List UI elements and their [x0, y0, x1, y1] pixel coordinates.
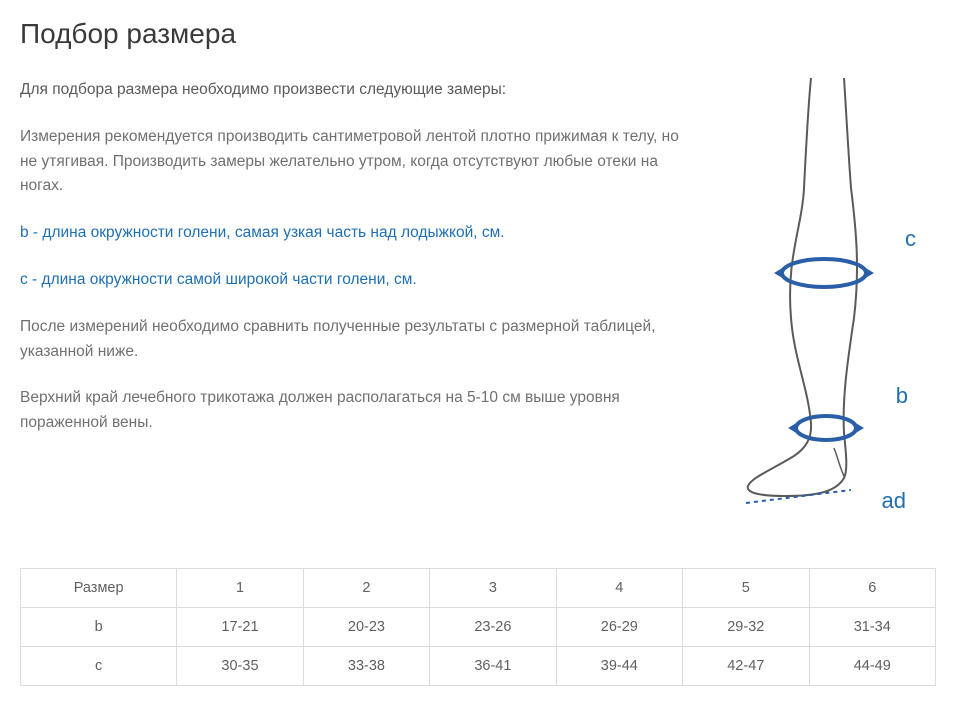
c-arrow-left: [774, 267, 784, 279]
diagram-ad-label: ad: [882, 488, 906, 514]
table-header: 2: [303, 569, 429, 608]
intro-text: Для подбора размера необходимо произвест…: [20, 78, 686, 103]
page-title: Подбор размера: [20, 18, 936, 50]
table-header: 5: [683, 569, 809, 608]
c-ellipse: [782, 259, 866, 287]
table-row: c 30-35 33-38 36-41 39-44 42-47 44-49: [21, 647, 936, 686]
c-label: c: [20, 271, 28, 288]
table-header: Размер: [21, 569, 177, 608]
leg-svg: [716, 78, 926, 508]
table-cell: 17-21: [177, 608, 303, 647]
table-cell: 23-26: [430, 608, 556, 647]
text-column: Для подбора размера необходимо произвест…: [20, 78, 686, 508]
table-header: 3: [430, 569, 556, 608]
diagram-b-label: b: [896, 383, 908, 409]
table-cell: 36-41: [430, 647, 556, 686]
table-cell: 20-23: [303, 608, 429, 647]
table-cell: 30-35: [177, 647, 303, 686]
table-row: b 17-21 20-23 23-26 26-29 29-32 31-34: [21, 608, 936, 647]
table-header: 6: [809, 569, 935, 608]
content-row: Для подбора размера необходимо произвест…: [20, 78, 936, 508]
table-cell: b: [21, 608, 177, 647]
b-label: b: [20, 224, 29, 241]
measurement-advice: Измерения рекомендуется производить сант…: [20, 125, 686, 199]
b-definition: b - длина окружности голени, самая узкая…: [20, 221, 686, 246]
table-header: 1: [177, 569, 303, 608]
ankle-line: [834, 448, 844, 476]
compare-text: После измерений необходимо сравнить полу…: [20, 315, 686, 365]
b-ellipse: [796, 416, 856, 440]
b-description: - длина окружности голени, самая узкая ч…: [29, 224, 505, 241]
table-header: 4: [556, 569, 682, 608]
diagram-c-label: c: [905, 226, 916, 252]
b-arrow-left: [788, 422, 798, 434]
table-cell: 42-47: [683, 647, 809, 686]
c-arrow-right: [864, 267, 874, 279]
size-table: Размер 1 2 3 4 5 6 b 17-21 20-23 23-26 2…: [20, 568, 936, 686]
c-description: - длина окружности самой широкой части г…: [28, 271, 417, 288]
table-cell: 44-49: [809, 647, 935, 686]
table-cell: 29-32: [683, 608, 809, 647]
edge-note: Верхний край лечебного трикотажа должен …: [20, 386, 686, 436]
c-definition: c - длина окружности самой широкой части…: [20, 268, 686, 293]
table-cell: 31-34: [809, 608, 935, 647]
table-cell: c: [21, 647, 177, 686]
table-cell: 26-29: [556, 608, 682, 647]
leg-diagram: c b ad: [716, 78, 936, 508]
table-cell: 39-44: [556, 647, 682, 686]
b-arrow-right: [854, 422, 864, 434]
table-header-row: Размер 1 2 3 4 5 6: [21, 569, 936, 608]
table-cell: 33-38: [303, 647, 429, 686]
